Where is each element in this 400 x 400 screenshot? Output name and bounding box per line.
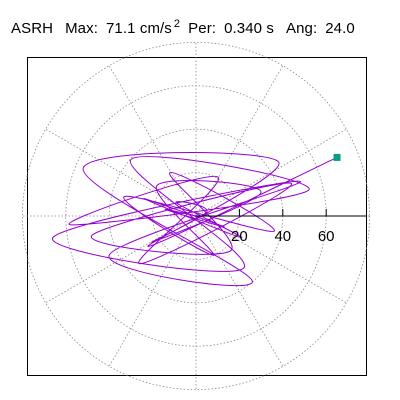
end-marker: [333, 153, 341, 161]
grid-spoke: [45, 128, 197, 217]
plot-frame: [27, 57, 367, 376]
end-marker-square: [333, 153, 341, 161]
period-label: Per:: [188, 20, 217, 37]
orbit-path: [52, 152, 338, 287]
period-value: 0.340 s: [224, 20, 274, 37]
grid-ring: [21, 41, 371, 391]
radial-tick-label: 40: [274, 228, 291, 245]
radial-tick-label: 60: [318, 228, 335, 245]
grid-spoke: [108, 215, 197, 367]
grid-spoke: [45, 215, 197, 304]
orbit-trace: [52, 152, 338, 287]
max-label: Max:: [65, 20, 98, 37]
radial-axis: 20 40 60: [196, 209, 366, 245]
radial-tick-label: 20: [231, 228, 248, 245]
station-code: ASRH: [11, 20, 54, 37]
chart-title: ASRH Max: 71.1 cm/s 2 Per: 0.340 s Ang: 24.0: [11, 18, 355, 37]
angle-value: 24.0: [325, 20, 355, 37]
grid-spoke: [195, 215, 284, 367]
grid-spoke: [108, 65, 197, 217]
max-value: 71.1 cm/s: [105, 20, 172, 37]
grid-spoke: [195, 128, 347, 217]
angle-label: Ang:: [285, 20, 318, 37]
max-unit-exponent: 2: [173, 18, 181, 30]
